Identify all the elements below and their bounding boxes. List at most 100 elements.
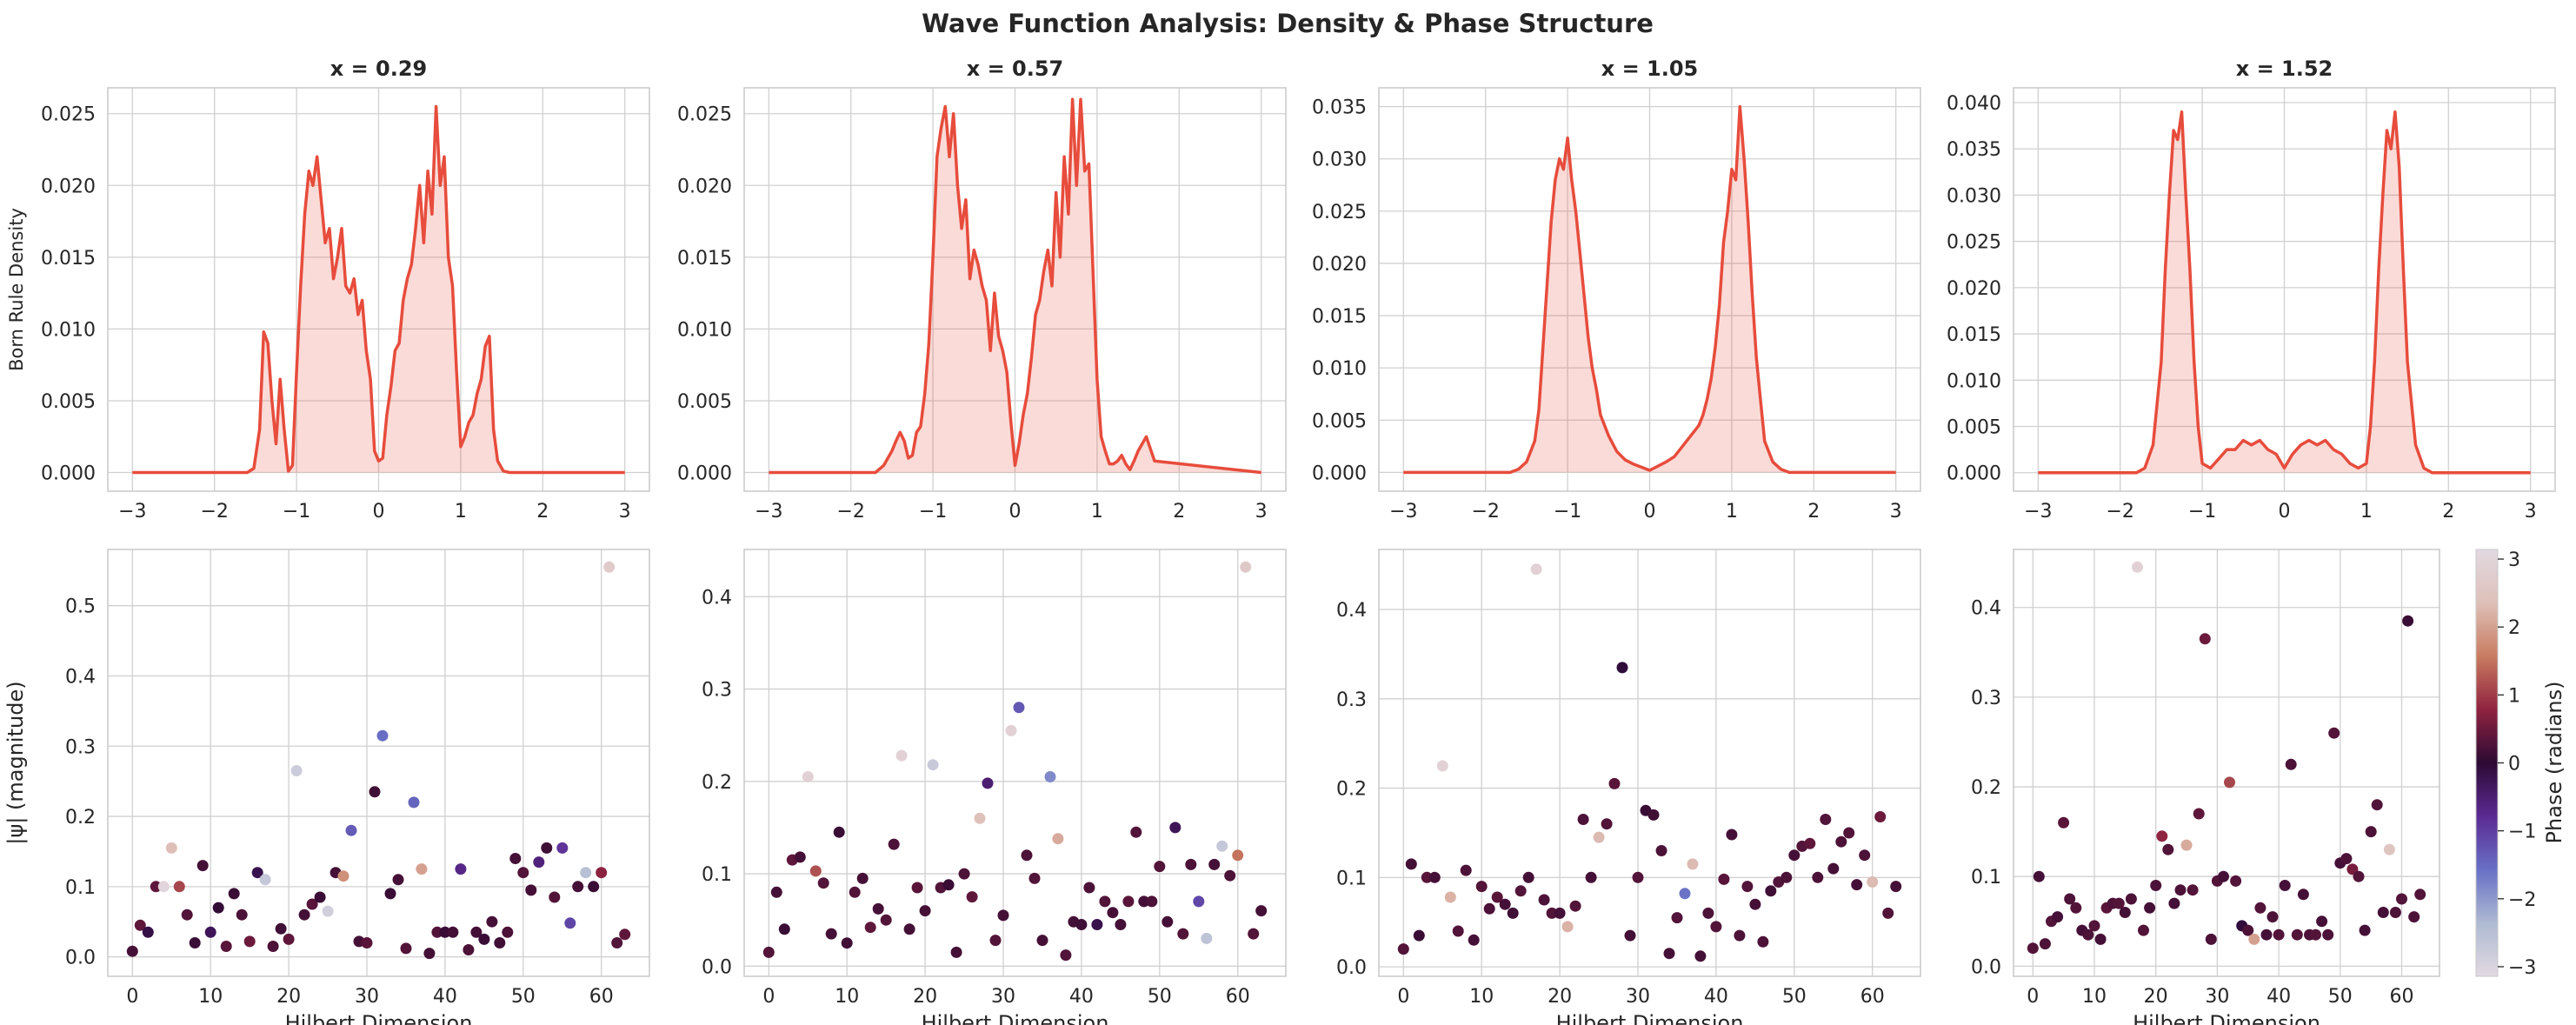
scatter-point	[1632, 871, 1644, 883]
scatter-point	[189, 937, 201, 948]
scatter-point	[1413, 929, 1425, 942]
scatter-point	[2365, 826, 2377, 838]
scatter-point	[1499, 898, 1511, 910]
scatter-point	[2359, 924, 2371, 936]
scatter-point	[2377, 907, 2389, 918]
scatter-point	[1741, 881, 1754, 893]
scatter-point	[888, 838, 900, 850]
y-tick-label: 0.3	[65, 736, 96, 758]
y-tick-label: 0.015	[41, 248, 96, 270]
scatter-point	[2218, 870, 2229, 882]
scatter-point	[1208, 858, 1221, 870]
x-axis-label: Hilbert Dimension	[1556, 1011, 1744, 1025]
scatter-point	[126, 945, 138, 957]
scatter-point	[919, 905, 931, 917]
x-tick-label: 60	[1860, 986, 1885, 1008]
scatter-point	[1647, 809, 1660, 821]
scatter-point	[2389, 907, 2401, 918]
scatter-point	[927, 759, 939, 771]
scatter-point	[408, 796, 420, 809]
scatter-point	[204, 926, 216, 938]
x-tick-label: 50	[511, 986, 536, 1008]
axes-frame	[1378, 87, 1921, 492]
scatter-point	[1115, 919, 1127, 930]
scatter-point	[1036, 935, 1048, 947]
scatter-point	[423, 948, 436, 960]
scatter-point	[1052, 833, 1064, 845]
scatter-point	[478, 933, 490, 945]
scatter-point	[1843, 827, 1855, 839]
scatter-point	[2230, 875, 2242, 887]
scatter-point	[1444, 891, 1456, 903]
scatter-point	[1169, 822, 1181, 834]
scatter-point	[603, 561, 616, 573]
x-axis-label: Hilbert Dimension	[2133, 1011, 2320, 1025]
y-tick-label: 0.015	[1312, 306, 1367, 328]
scatter-point	[2353, 870, 2365, 882]
scatter-point	[533, 856, 545, 869]
scatter-point	[1874, 811, 1887, 822]
y-tick-label: 0.010	[677, 319, 732, 341]
scatter-point	[2224, 776, 2235, 789]
scatter-point	[2414, 889, 2426, 901]
colorbar-tick-label: −1	[2508, 822, 2536, 843]
y-tick-label: 0.025	[41, 104, 96, 126]
x-tick-label: 60	[1226, 986, 1250, 1008]
scatter-point	[1812, 871, 1824, 883]
phase-scatter-panel-1: 0 10 20 30 40 50 60 0.0 0.1 0.2 0.3 0.4 0.5 Hilbert D…	[3, 549, 650, 1025]
y-tick-label: 0.005	[677, 391, 732, 413]
x-tick-label: 2	[536, 501, 549, 522]
scatter-point	[619, 928, 631, 941]
scatter-point	[236, 909, 248, 921]
scatter-point	[1820, 814, 1832, 825]
scatter-point	[2205, 933, 2217, 945]
scatter-point	[2402, 615, 2414, 627]
scatter-point	[1083, 882, 1095, 894]
scatter-point	[150, 881, 162, 893]
scatter-point	[580, 867, 592, 879]
scatter-point	[2132, 561, 2143, 573]
scatter-point	[384, 888, 396, 900]
scatter-point	[2039, 938, 2051, 950]
scatter-point	[1734, 929, 1746, 942]
x-tick-label: 0	[1009, 501, 1022, 522]
scatter-point	[1663, 948, 1675, 960]
scatter-point	[1671, 912, 1683, 924]
y-tick-label: 0.010	[1947, 370, 2001, 392]
colorbar-tick-label: 2	[2508, 617, 2520, 639]
scatter-point	[1514, 885, 1527, 897]
x-tick-label: 2	[1807, 501, 1820, 522]
scatter-point	[1710, 921, 1722, 933]
y-tick-label: 0.0	[1336, 957, 1367, 979]
scatter-point	[2027, 942, 2039, 955]
density-panel-1: −3 −2 −1 0 1 2 3 0.000 0.005 0.010 0.015 0.020 0.025…	[6, 57, 650, 522]
x-tick-label: 0	[126, 986, 138, 1008]
y-tick-label: 0.2	[1336, 779, 1367, 801]
colorbar-tick-label: 3	[2508, 549, 2520, 571]
scatter-point	[1890, 881, 1902, 893]
scatter-point	[431, 926, 443, 938]
scatter-point	[157, 881, 170, 893]
scatter-point	[880, 914, 892, 926]
scatter-point	[2150, 880, 2162, 891]
y-tick-label: 0.0	[1971, 956, 2001, 978]
y-tick-label: 0.4	[1971, 598, 2001, 620]
scatter-point	[2168, 897, 2180, 909]
x-tick-label: −3	[755, 501, 782, 522]
density-panel-4: −3 −2 −1 0 1 2 3 0.000 0.005 0.010 0.015 0.020 0.025…	[1947, 57, 2556, 522]
x-tick-label: 60	[589, 986, 614, 1008]
density-fill-area	[2038, 111, 2531, 473]
colorbar-tick-label: 1	[2508, 685, 2520, 707]
phase-scatter-panel-2: 0 10 20 30 40 50 60 0.0 0.1 0.2 0.3 0.4 Hilbert Dime…	[702, 549, 1287, 1025]
scatter-point	[220, 941, 232, 952]
scatter-point	[2193, 808, 2205, 820]
scatter-point	[267, 941, 279, 952]
scatter-point	[1154, 861, 1166, 873]
x-tick-label: 40	[1069, 986, 1094, 1008]
density-line	[1403, 104, 1896, 475]
y-tick-label: 0.0	[65, 948, 96, 969]
x-tick-label: 20	[1548, 986, 1572, 1008]
scatter-point	[1522, 871, 1534, 883]
panel-title: x = 0.57	[967, 57, 1064, 81]
